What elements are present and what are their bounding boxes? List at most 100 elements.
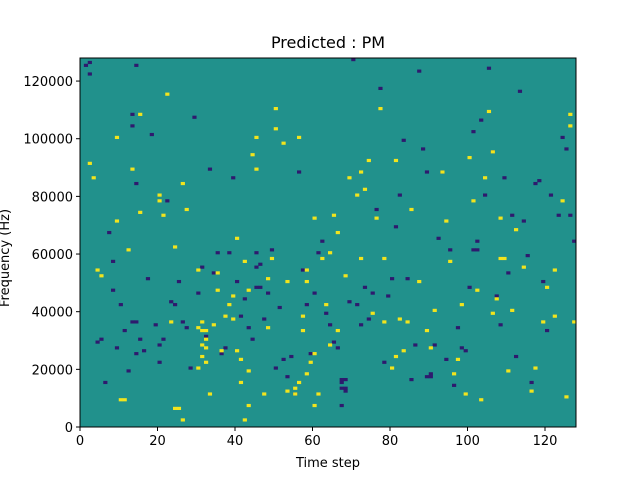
heatmap-cell-high bbox=[514, 228, 519, 232]
heatmap-cell-low bbox=[556, 213, 561, 217]
heatmap-cell-low bbox=[304, 303, 309, 307]
heatmap-cell-low bbox=[153, 323, 158, 327]
plot-frame bbox=[79, 57, 577, 428]
heatmap-cell-high bbox=[521, 265, 526, 269]
heatmap-cell-low bbox=[300, 268, 306, 272]
heatmap-cell-high bbox=[227, 303, 232, 307]
heatmap-cell-low bbox=[211, 271, 216, 275]
heatmap-cell-low bbox=[320, 239, 325, 243]
y-tick-label: 120000 bbox=[23, 75, 73, 90]
y-tick-label: 20000 bbox=[32, 363, 73, 378]
heatmap-cell-low bbox=[173, 303, 178, 307]
heatmap-cell-low bbox=[238, 314, 244, 318]
heatmap-cell-low bbox=[254, 251, 259, 255]
heatmap-cell-low bbox=[134, 320, 139, 324]
heatmap-cell-low bbox=[254, 285, 259, 289]
heatmap-cell-high bbox=[498, 216, 503, 220]
heatmap-cell-low bbox=[188, 366, 193, 370]
heatmap-cell-low bbox=[525, 254, 530, 258]
heatmap-cell-low bbox=[95, 340, 100, 344]
heatmap-cell-high bbox=[207, 392, 213, 396]
heatmap-cell-low bbox=[424, 375, 430, 379]
heatmap-cell-high bbox=[204, 328, 209, 333]
heatmap-cell-low bbox=[169, 300, 174, 304]
x-tick-label: 40 bbox=[227, 434, 244, 449]
heatmap-cell-high bbox=[235, 349, 240, 353]
heatmap-cell-high bbox=[297, 135, 302, 140]
heatmap-cell-low bbox=[250, 337, 255, 341]
chart-title: Predicted : PM bbox=[271, 33, 385, 52]
heatmap-cell-low bbox=[417, 69, 422, 73]
heatmap-cell-high bbox=[452, 372, 457, 376]
heatmap-cell-high bbox=[273, 127, 278, 131]
heatmap-cell-high bbox=[467, 156, 472, 160]
y-axis: 0 20000 40000 60000 80000 100000 120000 bbox=[23, 75, 80, 436]
heatmap-cell-low bbox=[107, 230, 112, 235]
heatmap-cell-low bbox=[130, 112, 135, 116]
heatmap-background bbox=[80, 58, 576, 427]
heatmap-cell-high bbox=[529, 389, 534, 393]
x-tick-label: 100 bbox=[455, 434, 480, 449]
heatmap-cell-high bbox=[312, 352, 317, 356]
heatmap-cell-high bbox=[95, 268, 100, 272]
heatmap-cell-low bbox=[281, 357, 286, 361]
heatmap-cell-low bbox=[541, 279, 546, 284]
heatmap-cell-high bbox=[560, 199, 565, 203]
heatmap-cell-low bbox=[486, 66, 492, 70]
heatmap-cell-high bbox=[157, 193, 162, 197]
heatmap-cell-high bbox=[161, 213, 166, 217]
heatmap-cell-low bbox=[103, 380, 108, 385]
heatmap-cell-high bbox=[138, 210, 143, 214]
heatmap-cell-low bbox=[126, 369, 131, 373]
heatmap-cell-high bbox=[568, 112, 573, 116]
heatmap-cell-high bbox=[475, 288, 480, 292]
x-tick-label: 20 bbox=[149, 434, 166, 449]
heatmap-cell-high bbox=[331, 213, 337, 217]
heatmap-cell-high bbox=[285, 389, 290, 393]
heatmap-cell-low bbox=[111, 288, 116, 292]
heatmap-cell-low bbox=[463, 349, 468, 353]
heatmap-cell-high bbox=[238, 380, 244, 385]
heatmap-cell-high bbox=[572, 320, 577, 324]
heatmap-cell-high bbox=[397, 317, 402, 321]
heatmap-cell-low bbox=[517, 89, 523, 93]
heatmap-cell-high bbox=[564, 395, 569, 399]
heatmap-cell-high bbox=[304, 268, 309, 272]
heatmap-cell-low bbox=[339, 377, 344, 382]
y-tick-label: 60000 bbox=[32, 248, 73, 263]
heatmap-cell-low bbox=[397, 193, 402, 197]
heatmap-cell-high bbox=[180, 418, 185, 422]
heatmap-cell-high bbox=[312, 216, 317, 220]
heatmap-cell-low bbox=[289, 354, 294, 359]
heatmap-cell-high bbox=[215, 271, 220, 275]
heatmap-cell-low bbox=[118, 303, 123, 307]
heatmap-cell-high bbox=[490, 150, 495, 154]
heatmap-cell-high bbox=[401, 349, 406, 353]
heatmap-cell-high bbox=[114, 135, 120, 140]
heatmap-cell-low bbox=[366, 317, 371, 321]
heatmap-cell-low bbox=[533, 181, 538, 186]
heatmap-cell-low bbox=[401, 138, 406, 142]
heatmap-cell-high bbox=[223, 314, 228, 318]
heatmap-cell-high bbox=[374, 216, 379, 220]
heatmap-cell-low bbox=[316, 251, 321, 255]
heatmap-cell-high bbox=[304, 372, 309, 376]
heatmap-cell-high bbox=[444, 219, 449, 223]
heatmap-cell-low bbox=[355, 303, 360, 307]
heatmap-cell-low bbox=[479, 118, 484, 122]
heatmap-cell-low bbox=[231, 176, 236, 180]
heatmap-cell-low bbox=[374, 207, 379, 212]
heatmap-cell-high bbox=[486, 109, 492, 114]
heatmap-cell-low bbox=[157, 343, 162, 347]
heatmap-cell-low bbox=[370, 291, 375, 295]
heatmap-cell-high bbox=[382, 320, 387, 324]
heatmap-cell-low bbox=[455, 326, 461, 330]
heatmap-cell-high bbox=[126, 248, 131, 252]
heatmap-cell-high bbox=[238, 357, 244, 361]
heatmap-cell-low bbox=[328, 323, 333, 327]
heatmap-cell-high bbox=[246, 288, 251, 292]
x-tick-label: 0 bbox=[76, 434, 84, 449]
heatmap-cell-low bbox=[145, 277, 151, 281]
heatmap-cell-low bbox=[339, 403, 344, 408]
heatmap-cell-low bbox=[421, 147, 426, 151]
